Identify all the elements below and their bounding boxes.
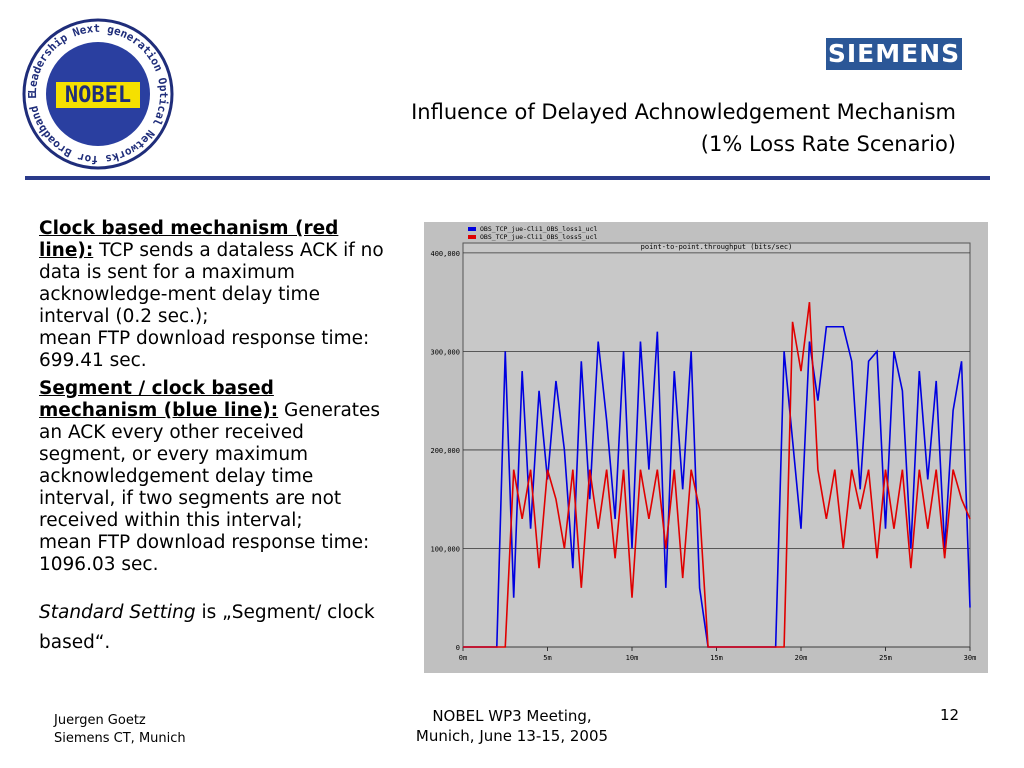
x-tick-label: 10m: [626, 654, 639, 662]
slide-title: Influence of Delayed Achnowledgement Mec…: [411, 96, 956, 160]
title-rule: [25, 176, 990, 180]
title-line: Influence of Delayed Achnowledgement Mec…: [411, 100, 956, 124]
event-line: Munich, June 13-15, 2005: [415, 727, 609, 745]
heading: Segment / clock based mechanism (blue li…: [39, 378, 279, 421]
data-line: [463, 302, 971, 648]
author-line: Siemens CT, Munich: [54, 731, 186, 746]
event: NOBEL WP3 Meeting, Munich, June 13-15, 20…: [390, 706, 634, 746]
author-line: Juergen Goetz: [54, 713, 146, 728]
legend-label: OBS_TCP_jue-Cli1_OBS_loss1_ucl: [480, 225, 597, 233]
event-line: NOBEL WP3 Meeting,: [432, 707, 592, 725]
legend-label: OBS_TCP_jue-Cli1_OBS_loss5_ucl: [480, 233, 597, 241]
body-text: Clock based mechanism (red line): TCP se…: [39, 218, 394, 664]
author: Juergen Goetz Siemens CT, Munich: [54, 712, 186, 748]
result: mean FTP download response time: 1096.03…: [39, 532, 370, 575]
paragraph: Clock based mechanism (red line): TCP se…: [39, 218, 394, 372]
x-tick-label: 15m: [710, 654, 723, 662]
logo-name: NOBEL: [65, 83, 131, 108]
nobel-logo: Leadership Next generation Optical Netwo…: [18, 14, 174, 170]
heading: Clock based mechanism (red line):: [39, 218, 339, 261]
x-tick-label: 0m: [459, 654, 467, 662]
logo-band: [56, 82, 140, 108]
italic: Standard Setting: [39, 602, 196, 623]
x-tick-label: 5m: [543, 654, 551, 662]
legend-swatch: [468, 227, 476, 231]
plot-area: [462, 242, 971, 648]
y-tick-label: 0: [456, 644, 460, 652]
y-tick-label: 100,000: [430, 545, 460, 553]
chart: 0 100,000 200,000 300,000 400,000 0m 5m 10m 15m 2…: [424, 222, 988, 673]
x-tick-label: 25m: [879, 654, 892, 662]
text: Generates an ACK every other received se…: [39, 400, 381, 531]
text: TCP sends a dataless ACK if no data is s…: [39, 240, 384, 327]
page-number: 12: [940, 706, 960, 724]
siemens-logo: SIEMENS: [826, 38, 962, 70]
y-tick-label: 300,000: [430, 348, 460, 356]
y-tick-label: 400,000: [430, 250, 460, 258]
x-tick-label: 30m: [964, 654, 977, 662]
title-line: (1% Loss Rate Scenario): [700, 132, 956, 156]
text: is „Segment/ clock based“.: [39, 602, 375, 653]
y-tick-label: 200,000: [430, 447, 460, 455]
chart-title: point-to-point.throughput (bits/sec): [641, 243, 793, 251]
legend-swatch: [468, 235, 476, 239]
paragraph: Segment / clock based mechanism (blue li…: [39, 378, 394, 576]
note: Standard Setting is „Segment/ clock base…: [39, 598, 394, 658]
result: mean FTP download response time: 699.41 …: [39, 328, 370, 371]
x-tick-label: 20m: [795, 654, 808, 662]
